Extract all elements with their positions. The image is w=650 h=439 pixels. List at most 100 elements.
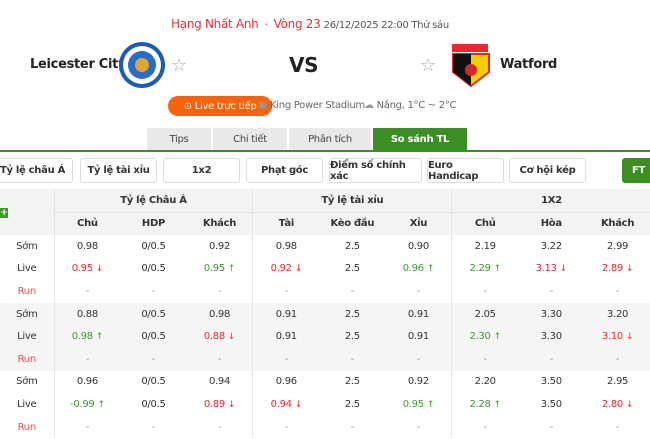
odds-cell: 0/0.5 [141,240,166,252]
arrow-down-icon: ↓ [625,332,634,343]
group-header: Tỷ lệ tài xỉu [252,189,452,212]
odds-value: 2.80 [601,398,623,410]
odds-value: 0.98 [71,331,93,343]
live-stream-button[interactable]: ⊙ Live trực tiếp [168,96,272,116]
arrow-down-icon: ↓ [294,264,303,275]
odds-block: Sớm 0.88 0/0.5 0.98 0.91 2.5 0.91 2.05 3.30 3.20 L… [0,302,650,371]
favorite-home-star-icon[interactable]: ☆ [171,55,187,76]
home-team-name[interactable]: Leicester City [30,57,127,72]
odds-cell: 0.88 ↓ [186,325,253,348]
odds-cell: - [549,285,554,297]
odds-cell: 2.5 [319,302,386,326]
odds-cell: 2.5 [319,258,385,281]
odds-cell: - [120,347,187,371]
row-label: Live [0,325,54,348]
arrow-up-icon: ↑ [493,332,502,343]
odds-cell: 3.50 [540,376,562,388]
row-label: Run [17,285,37,297]
odds-cell: - [451,347,519,371]
odds-cell: - [252,347,320,371]
odds-cell: - [549,421,554,433]
odds-cell: 3.50 [518,393,584,416]
odds-cell: 0.88 [53,302,121,326]
odds-cell: - [53,347,121,371]
odds-cell: - [217,285,222,297]
tab-analysis[interactable]: Phân tích [289,128,371,151]
odds-cell: 0/0.5 [141,376,166,388]
column-header: Tài [252,211,320,235]
weather-cloud-sun-icon: ☁ [364,100,374,111]
filter-corners[interactable]: Phạt góc [246,158,323,183]
odds-cell: 3.10 ↓ [584,325,650,348]
odds-cell: - [416,285,421,297]
odds-cell: 3.30 [518,302,585,326]
filter-1x2[interactable]: 1x2 [163,158,240,183]
odds-cell: 0.91 [252,302,320,326]
column-header-row: Chủ HDP Khách Tài Kèo đầu Xỉu Chủ Hòa Khách [0,211,650,235]
filter-double-chance[interactable]: Cơ hội kép [509,158,586,183]
table-row: Live -0.99 ↑ 0/0.5 0.89 ↓ 0.94 ↓ 2.5 0.95 ↑ 2.28 ↑ 3.… [0,393,650,416]
arrow-up-icon: ↑ [95,332,104,343]
odds-value: 0.95 [402,398,424,410]
tab-bar: Tips Chi tiết Phân tích So sánh TL [147,128,467,151]
column-header: Chủ [53,211,121,235]
odds-cell: 0.89 ↓ [187,393,253,416]
odds-cell: 0/0.5 [120,393,186,416]
odds-cell: 0.98 ↑ [53,325,121,348]
tab-underline [0,150,650,152]
table-row: Run - - - - - - - - - [0,280,650,303]
odds-cell: 0/0.5 [120,258,186,281]
filter-over-under[interactable]: Tỷ lệ tài xỉu [80,158,157,183]
arrow-down-icon: ↓ [227,332,236,343]
table-row: Run - - - - - - - - - [0,415,650,439]
tab-tips[interactable]: Tips [147,128,211,151]
odds-block: Sớm 0.98 0/0.5 0.92 0.98 2.5 0.90 2.19 3.22 2.99 L… [0,235,650,303]
filter-asian-handicap[interactable]: Tỷ lệ châu Á [0,158,73,183]
odds-cell: 0.95 ↓ [53,257,121,281]
arrow-up-icon: ↑ [493,399,502,410]
odds-cell: - [53,415,121,439]
odds-cell: 0.94 [208,376,231,388]
away-team-logo [452,44,490,88]
odds-cell: 0.90 [407,240,429,252]
odds-value: 2.28 [469,398,491,410]
odds-value: -0.99 [70,398,95,410]
odds-value: 3.50 [540,398,562,410]
arrow-up-icon: ↑ [97,399,105,410]
column-header: Chủ [451,211,519,235]
away-team-name[interactable]: Watford [500,57,558,72]
league-name[interactable]: Hạng Nhất Anh [171,17,259,31]
row-label: Sớm [0,302,54,326]
arrow-down-icon: ↓ [625,264,634,275]
odds-cell: 3.13 ↓ [518,258,584,281]
tab-details[interactable]: Chi tiết [213,128,287,151]
odds-cell: 3.30 [518,325,585,348]
odds-cell: - [319,347,386,371]
table-row: Live 0.98 ↑ 0/0.5 0.88 ↓ 0.91 2.5 0.91 2.30 ↑ 3.30 3… [0,325,650,348]
odds-cell: 0.91 [385,302,452,326]
odds-cell: 2.99 [607,240,629,252]
filter-euro-handicap[interactable]: Euro Handicap [427,158,504,183]
favorite-away-star-icon[interactable]: ☆ [420,55,436,76]
odds-value: 3.10 [601,331,623,343]
vs-label: VS [289,53,319,77]
odds-cell: - [615,285,620,297]
expand-plus-icon[interactable]: + [0,208,8,218]
odds-cell: 2.5 [344,376,360,388]
tab-odds-compare[interactable]: So sánh TL [373,128,467,151]
odds-value: 0/0.5 [141,331,166,343]
odds-cell: - [217,421,222,433]
arrow-up-icon: ↑ [426,399,435,410]
column-header: HDP [120,211,187,235]
odds-value: 0/0.5 [141,263,166,275]
odds-cell: - [451,415,519,439]
odds-value: 2.5 [344,331,360,343]
row-label: Sớm [16,240,38,252]
filter-ft-button[interactable]: FT [622,158,650,183]
filter-correct-score[interactable]: Điểm số chính xác [329,158,422,183]
odds-table: Tỷ lệ Châu Á Tỷ lệ tài xỉu 1X2 Chủ HDP Khá… [0,189,650,439]
odds-cell: 0.98 [186,302,253,326]
odds-value: 2.29 [469,263,491,275]
odds-cell: - [416,421,421,433]
arrow-up-icon: ↑ [493,264,502,275]
